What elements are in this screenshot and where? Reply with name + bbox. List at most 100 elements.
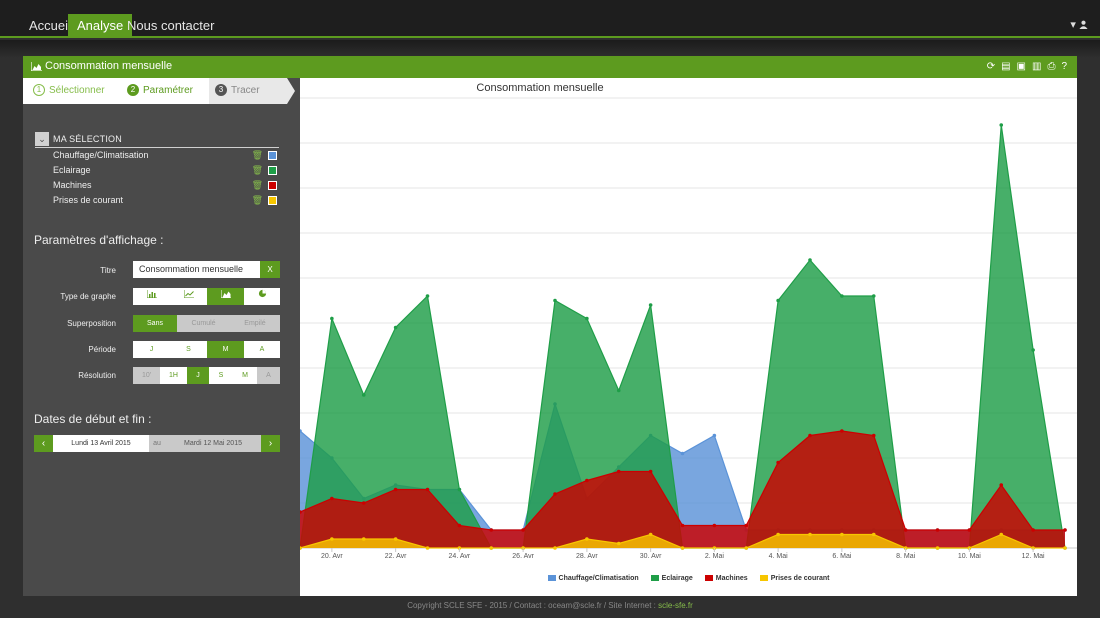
data-point <box>680 546 685 550</box>
line-chart-icon[interactable] <box>170 288 207 305</box>
nav-shadow <box>0 40 1100 58</box>
x-tick-label: 6. Mai <box>832 553 852 560</box>
color-swatch[interactable] <box>268 166 277 175</box>
data-point <box>521 528 525 532</box>
data-point <box>1063 528 1067 532</box>
superposition-cumule[interactable]: Cumulé <box>177 315 230 332</box>
series-area-2 <box>300 431 1065 548</box>
step-number: 3 <box>215 84 227 97</box>
x-tick-label: 28. Avr <box>576 553 598 560</box>
selection-item: Eclairage 🗑 <box>53 163 279 178</box>
color-swatch[interactable] <box>268 181 277 190</box>
data-point <box>1031 348 1035 352</box>
resolution-10min[interactable]: 10' <box>133 367 160 384</box>
superposition-sans[interactable]: Sans <box>133 315 177 332</box>
resolution-m[interactable]: M <box>233 367 257 384</box>
trash-icon[interactable]: 🗑 <box>251 180 263 190</box>
resolution-a[interactable]: A <box>257 367 280 384</box>
clear-title-button[interactable]: X <box>260 261 280 278</box>
area-chart: 20. Avr 22. Avr 24. Avr 26. Avr 28. Avr 30. A… <box>300 97 1077 560</box>
x-tick-label: 12. Mai <box>1022 553 1045 560</box>
data-point <box>553 546 557 550</box>
data-point <box>680 451 685 456</box>
titre-input[interactable] <box>133 261 260 278</box>
x-tick-label: 2. Mai <box>705 553 725 560</box>
data-point <box>744 523 749 528</box>
data-point <box>999 123 1004 127</box>
csv-icon[interactable]: ▥ <box>1031 61 1042 72</box>
step-arrow <box>287 78 295 104</box>
chevron-down-icon[interactable]: ⌄ <box>35 132 49 146</box>
resolution-label: Résolution <box>78 371 116 380</box>
selection-item: Prises de courant 🗑 <box>53 193 279 208</box>
legend-swatch <box>759 575 768 581</box>
data-point <box>840 429 844 433</box>
data-point <box>457 487 462 492</box>
color-swatch[interactable] <box>268 196 277 205</box>
image-icon[interactable]: ▣ <box>1016 61 1026 72</box>
data-point <box>330 496 334 501</box>
legend-item-machines[interactable]: Machines <box>704 571 748 585</box>
data-point <box>967 528 972 532</box>
legend-item-prises[interactable]: Prises de courant <box>759 571 830 585</box>
data-point <box>330 316 334 321</box>
periode-s[interactable]: S <box>170 341 207 358</box>
x-tick-label: 20. Avr <box>321 553 343 560</box>
legend-item-eclairage[interactable]: Eclairage <box>650 571 693 585</box>
step-selectionner[interactable]: 1 Sélectionner <box>23 78 121 104</box>
dates-title: Dates de début et fin : <box>34 412 152 426</box>
nav-item-accueil[interactable]: Accueil <box>29 18 71 33</box>
pdf-icon[interactable]: ▤ <box>1001 61 1011 72</box>
legend-label: Prises de courant <box>770 574 830 582</box>
data-point <box>935 528 940 532</box>
periode-a[interactable]: A <box>244 341 280 358</box>
data-point <box>776 532 780 537</box>
trash-icon[interactable]: 🗑 <box>251 150 263 160</box>
nav-item-nous-contacter[interactable]: Nous contacter <box>127 18 215 33</box>
periode-m[interactable]: M <box>207 341 244 358</box>
data-point <box>808 258 812 262</box>
data-point <box>616 541 621 546</box>
data-point <box>840 294 844 298</box>
chart-container: Consommation mensuelle 20. Avr 22. Avr 24.… <box>300 78 1077 596</box>
data-point <box>871 433 876 438</box>
legend-item-chauffage[interactable]: Chauffage/Climatisation <box>547 571 639 585</box>
data-point <box>935 546 940 550</box>
end-date-field[interactable]: Mardi 12 Mai 2015 <box>165 435 261 452</box>
pie-chart-icon[interactable] <box>244 288 280 305</box>
selection-header[interactable]: ⌄ MA SÉLECTION <box>35 132 279 148</box>
start-date-field[interactable]: Lundi 13 Avril 2015 <box>53 435 149 452</box>
footer: Copyright SCLE SFE - 2015 / Contact : oc… <box>0 601 1100 610</box>
superposition-empile[interactable]: Empilé <box>230 315 280 332</box>
step-parametrer[interactable]: 2 Paramétrer <box>121 78 209 104</box>
bar-chart-icon[interactable] <box>133 288 170 305</box>
caret-down-icon: ▾ <box>1070 19 1076 31</box>
step-number: 2 <box>127 84 139 97</box>
step-label: Sélectionner <box>49 85 105 96</box>
step-tracer[interactable]: 3 Tracer <box>209 78 287 104</box>
resolution-j[interactable]: J <box>187 367 209 384</box>
area-chart-icon[interactable] <box>207 288 244 305</box>
data-point <box>300 510 302 514</box>
user-menu[interactable]: ▾ <box>1070 18 1088 31</box>
chart-title: Consommation mensuelle <box>476 82 604 94</box>
x-tick-label: 30. Avr <box>640 553 662 560</box>
color-swatch[interactable] <box>268 151 277 160</box>
help-icon[interactable]: ? <box>1061 61 1067 72</box>
data-point <box>871 532 876 537</box>
data-point <box>425 487 430 492</box>
resolution-s[interactable]: S <box>209 367 233 384</box>
trash-icon[interactable]: 🗑 <box>251 195 263 205</box>
periode-j[interactable]: J <box>133 341 170 358</box>
prev-period-button[interactable]: ‹ <box>34 435 53 452</box>
params-title: Paramètres d'affichage : <box>34 233 164 247</box>
footer-link[interactable]: scle-sfe.fr <box>658 601 693 610</box>
refresh-icon[interactable]: ⟳ <box>986 61 996 72</box>
print-icon[interactable]: ⎙ <box>1047 61 1056 72</box>
nav-item-analyse[interactable]: Analyse <box>68 14 133 38</box>
resolution-1h[interactable]: 1H <box>160 367 187 384</box>
next-period-button[interactable]: › <box>261 435 280 452</box>
data-point <box>585 316 589 321</box>
step-label: Tracer <box>231 85 260 96</box>
trash-icon[interactable]: 🗑 <box>251 165 263 175</box>
